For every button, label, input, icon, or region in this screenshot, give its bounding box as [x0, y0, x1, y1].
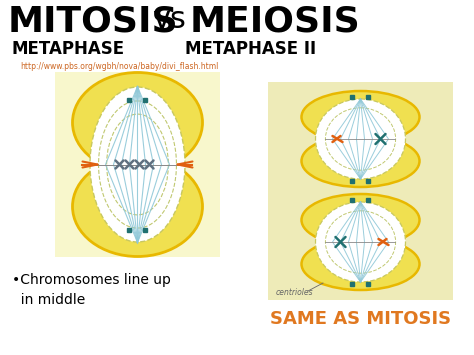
Text: centrioles: centrioles: [276, 288, 314, 297]
Ellipse shape: [316, 202, 405, 282]
Ellipse shape: [301, 194, 419, 246]
Text: •Chromosomes line up
  in middle: •Chromosomes line up in middle: [12, 273, 171, 306]
Text: MEIOSIS: MEIOSIS: [190, 5, 361, 39]
Ellipse shape: [73, 157, 202, 257]
Ellipse shape: [73, 72, 202, 173]
Ellipse shape: [90, 87, 185, 242]
Text: METAPHASE: METAPHASE: [12, 40, 125, 58]
Ellipse shape: [301, 238, 419, 290]
Text: http://www.pbs.org/wgbh/nova/baby/divi_flash.html: http://www.pbs.org/wgbh/nova/baby/divi_f…: [20, 62, 219, 71]
FancyBboxPatch shape: [268, 82, 453, 300]
Text: MITOSIS: MITOSIS: [8, 5, 179, 39]
Text: SAME AS MITOSIS: SAME AS MITOSIS: [270, 310, 451, 328]
Ellipse shape: [316, 99, 405, 179]
Text: vs: vs: [152, 5, 186, 34]
Ellipse shape: [301, 135, 419, 187]
Ellipse shape: [301, 91, 419, 143]
Text: METAPHASE II: METAPHASE II: [185, 40, 316, 58]
FancyBboxPatch shape: [55, 72, 220, 257]
